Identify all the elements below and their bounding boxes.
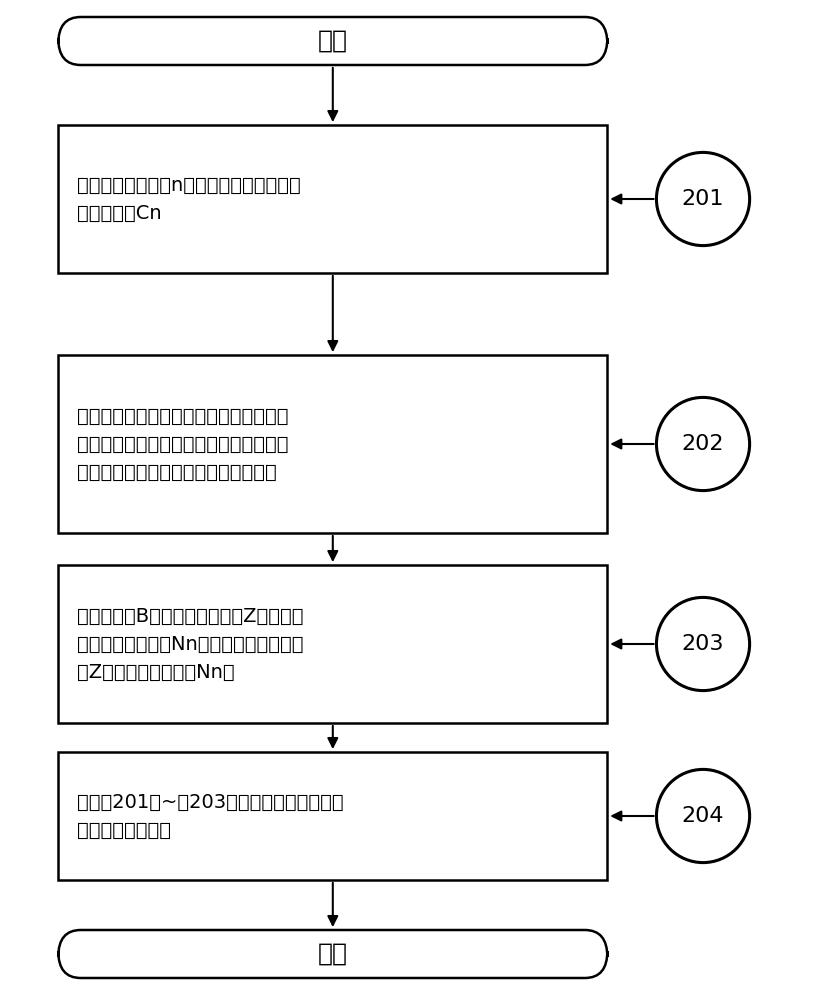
Ellipse shape <box>656 152 750 246</box>
Text: 201: 201 <box>681 189 725 209</box>
FancyBboxPatch shape <box>58 930 607 978</box>
FancyBboxPatch shape <box>58 355 607 533</box>
Text: 选择一个点火序号n，将其位置记入初始连
通区域集合Cn: 选择一个点火序号n，将其位置记入初始连 通区域集合Cn <box>77 176 300 223</box>
FancyBboxPatch shape <box>58 565 607 723</box>
Text: 203: 203 <box>681 634 725 654</box>
FancyBboxPatch shape <box>58 17 607 65</box>
Ellipse shape <box>656 597 750 691</box>
Text: 连通集合中所有元素的上、下、左、右、
左上、左下、右上、右下邻居，若有本集
合对应的点火序号，则将其并入该集合: 连通集合中所有元素的上、下、左、右、 左上、左下、右上、右下邻居，若有本集 合对… <box>77 406 288 482</box>
Text: 204: 204 <box>681 806 725 826</box>
Ellipse shape <box>656 397 750 491</box>
FancyBboxPatch shape <box>58 125 607 273</box>
Text: 创建与矩阵B相同大小的零矩阵Z；统计中
连通集合元素个数Nn，将中每个元素在矩
阵Z的对应位置赋值为Nn。: 创建与矩阵B相同大小的零矩阵Z；统计中 连通集合元素个数Nn，将中每个元素在矩 … <box>77 606 303 682</box>
Text: 202: 202 <box>681 434 725 454</box>
Text: 结束: 结束 <box>318 942 348 966</box>
Text: 重复（201）~（203）步，直到统计出每个
像素的连通度属性: 重复（201）~（203）步，直到统计出每个 像素的连通度属性 <box>77 792 343 840</box>
FancyBboxPatch shape <box>58 752 607 880</box>
Ellipse shape <box>656 769 750 863</box>
Text: 开始: 开始 <box>318 29 348 53</box>
